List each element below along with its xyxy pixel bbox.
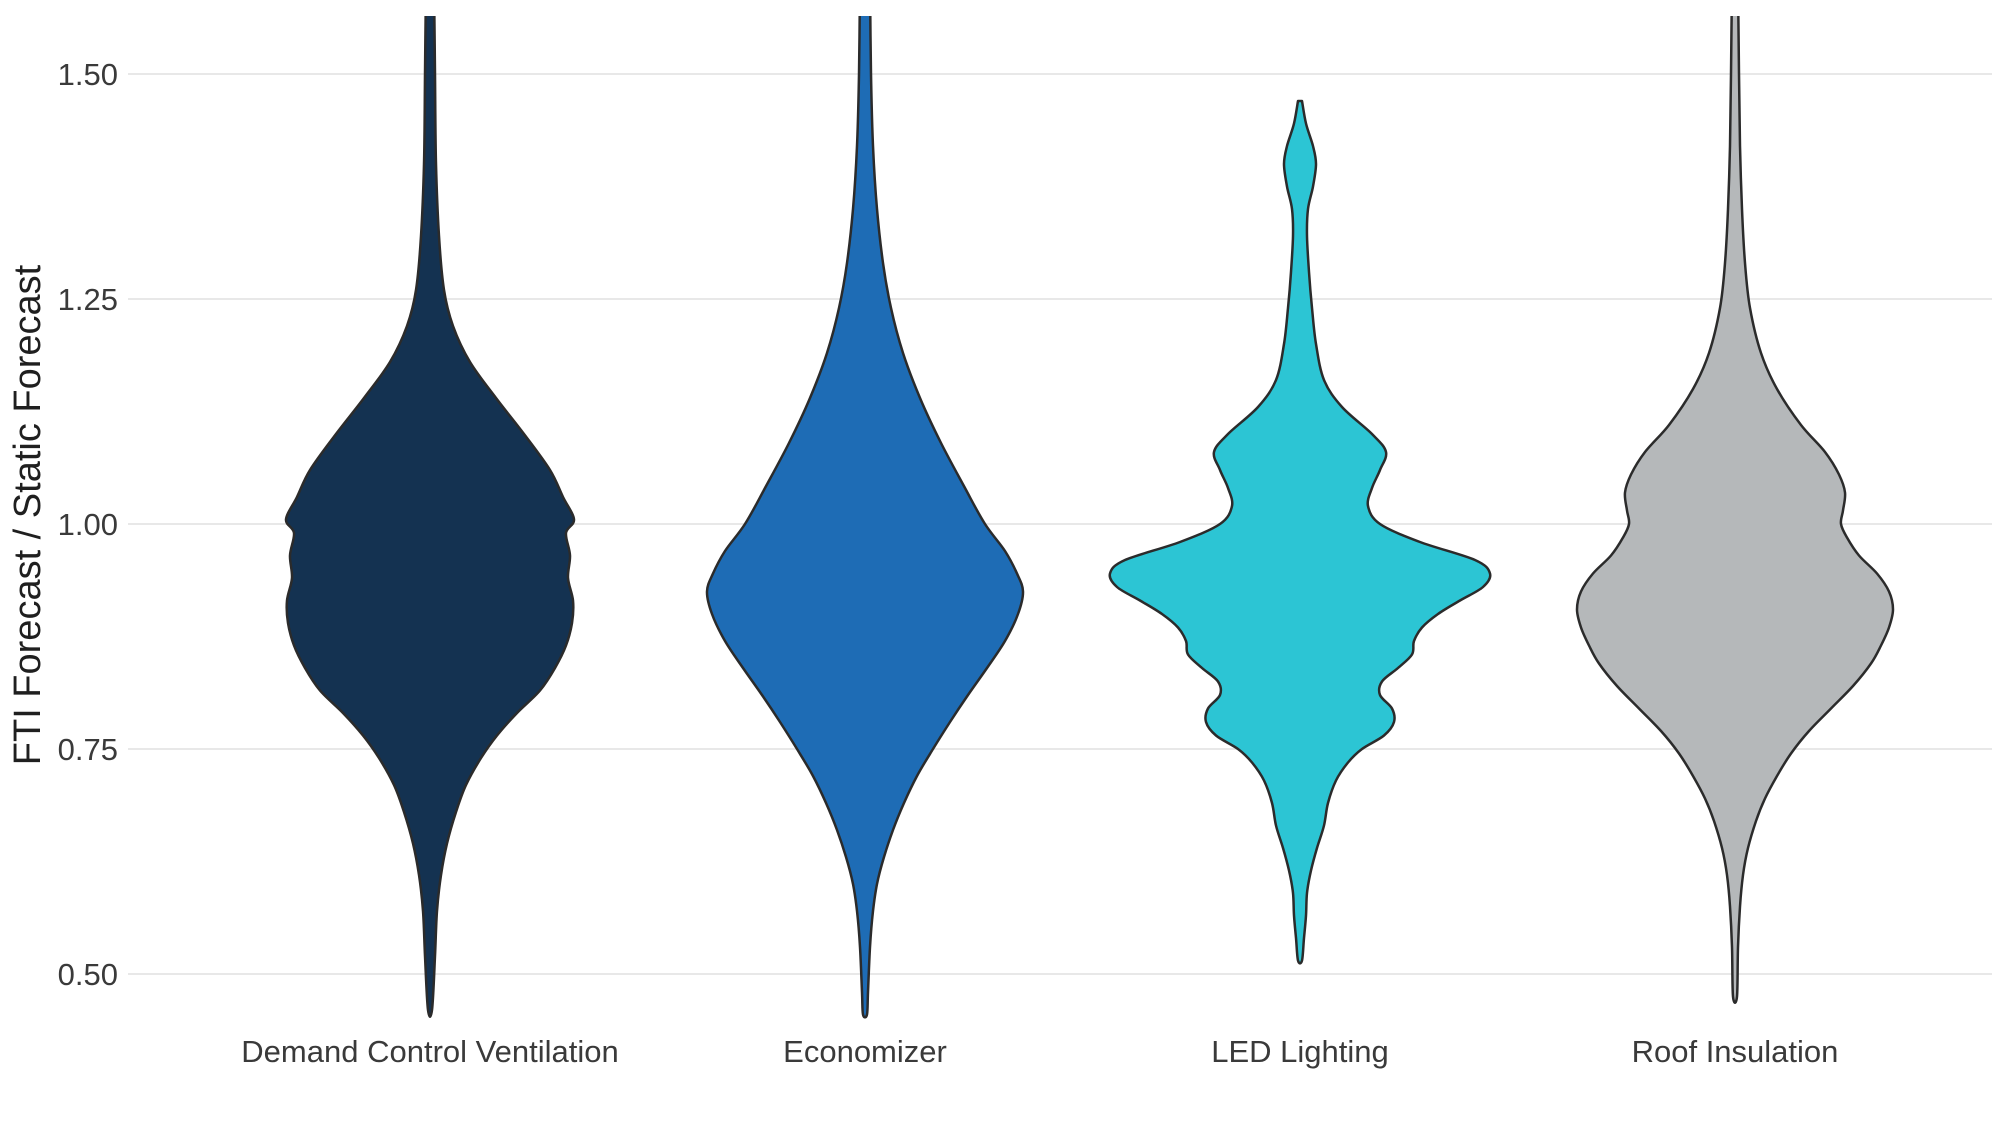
x-category-label-demand-control-ventilation: Demand Control Ventilation [241, 1034, 618, 1069]
violin-demand-control-ventilation [284, 16, 576, 1018]
violin-roof-insulation [1575, 16, 1895, 1004]
violins-group [284, 16, 1895, 1019]
x-category-label-roof-insulation: Roof Insulation [1632, 1034, 1839, 1069]
y-tick-label-0-50: 0.50 [58, 957, 118, 992]
y-tick-label-1-00: 1.00 [58, 507, 118, 542]
y-axis-tick-labels: 1.50 1.25 1.00 0.75 0.50 [58, 57, 118, 992]
y-tick-label-1-50: 1.50 [58, 57, 118, 92]
violin-economizer [705, 16, 1025, 1019]
y-tick-label-0-75: 0.75 [58, 732, 118, 767]
x-category-label-economizer: Economizer [783, 1034, 947, 1069]
x-axis-category-labels: Demand Control Ventilation Economizer LE… [241, 1034, 1838, 1069]
violin-led-lighting [1108, 99, 1492, 965]
y-axis-title: FTI Forecast / Static Forecast [7, 264, 49, 765]
x-category-label-led-lighting: LED Lighting [1211, 1034, 1389, 1069]
y-tick-label-1-25: 1.25 [58, 282, 118, 317]
